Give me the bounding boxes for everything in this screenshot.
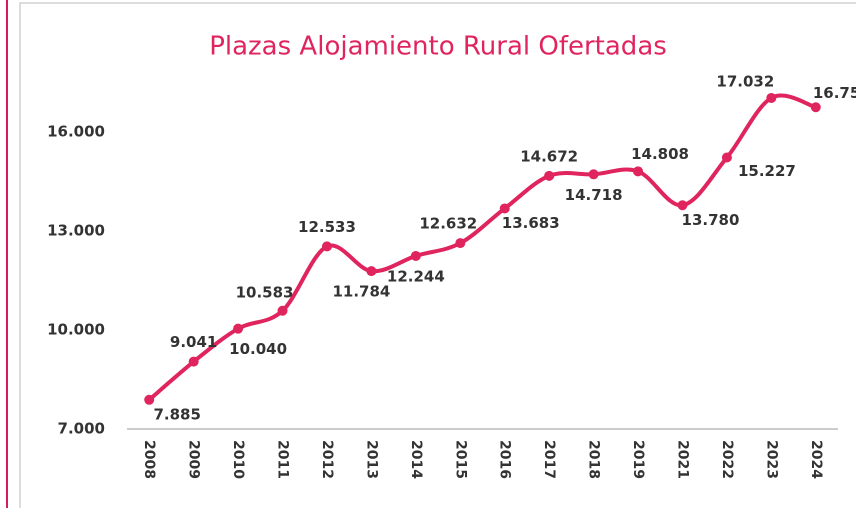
- point: [810, 102, 821, 113]
- data-label: 10.040: [229, 340, 287, 358]
- x-tick-label: 2023: [763, 440, 779, 479]
- data-label: 9.041: [170, 333, 217, 351]
- x-tick-label: 2022: [719, 440, 735, 479]
- x-tick-label: 2018: [586, 440, 602, 479]
- y-tick-label: 13.000: [47, 222, 105, 240]
- data-label: 11.784: [332, 283, 390, 301]
- data-label: 12.632: [419, 215, 477, 233]
- x-tick-label: 2024: [808, 440, 824, 479]
- data-label: 16.750: [813, 84, 856, 102]
- point: [188, 356, 199, 367]
- point: [144, 394, 155, 405]
- x-tick-label: 2010: [230, 440, 246, 479]
- x-tick-label: 2016: [497, 440, 513, 479]
- y-tick-label: 10.000: [47, 321, 105, 339]
- data-label: 7.885: [153, 405, 200, 423]
- data-label: 17.032: [716, 72, 774, 90]
- data-label: 12.244: [387, 267, 445, 285]
- x-tick-label: 2019: [630, 440, 646, 479]
- data-label: 12.533: [298, 218, 356, 236]
- line: [147, 93, 818, 402]
- point: [588, 169, 599, 180]
- data-label: 14.718: [565, 186, 623, 204]
- point: [766, 92, 777, 103]
- data-label: 10.583: [236, 283, 294, 301]
- chart-frame: [19, 2, 856, 508]
- point: [455, 238, 466, 249]
- y-tick-label: 16.000: [47, 123, 105, 141]
- x-tick-label: 2017: [541, 440, 557, 479]
- point: [721, 152, 732, 163]
- chart-title: Plazas Alojamiento Rural Ofertadas: [209, 32, 667, 62]
- x-tick-label: 2014: [408, 440, 424, 479]
- x-tick-label: 2011: [275, 440, 291, 479]
- x-tick-label: 2012: [319, 440, 335, 479]
- point: [233, 323, 244, 334]
- x-tick-label: 2009: [186, 440, 202, 479]
- data-label: 14.808: [631, 145, 689, 163]
- x-tick-label: 2021: [674, 440, 690, 479]
- x-tick-label: 2013: [363, 440, 379, 479]
- y-tick-label: 7.000: [58, 420, 105, 438]
- point: [410, 250, 421, 261]
- point: [277, 305, 288, 316]
- x-tick-label: 2008: [141, 440, 157, 479]
- point: [677, 200, 688, 211]
- point: [366, 266, 377, 277]
- data-label: 14.672: [520, 147, 578, 165]
- point: [499, 203, 510, 214]
- point: [544, 170, 555, 181]
- x-tick-label: 2015: [452, 440, 468, 479]
- point: [633, 166, 644, 177]
- data-label: 13.683: [502, 214, 560, 232]
- point: [321, 241, 332, 252]
- data-label: 13.780: [682, 211, 740, 229]
- data-label: 15.227: [738, 162, 796, 180]
